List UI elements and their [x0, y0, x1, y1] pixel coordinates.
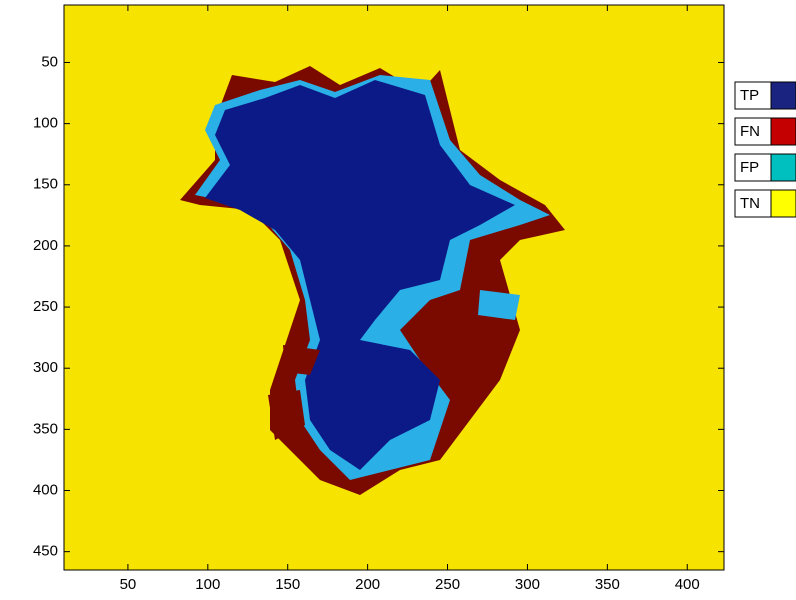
x-tick-label: 250 — [435, 576, 460, 593]
x-tick-label: 100 — [195, 576, 220, 593]
legend-swatch — [770, 117, 796, 146]
y-tick-label: 50 — [41, 53, 58, 70]
legend-item: FP — [734, 153, 796, 182]
x-tick-label: 50 — [120, 576, 137, 593]
legend-swatch — [770, 153, 796, 182]
x-tick-label: 150 — [275, 576, 300, 593]
y-tick-label: 350 — [33, 420, 58, 437]
legend-label: TN — [740, 195, 760, 212]
x-tick-label: 300 — [515, 576, 540, 593]
legend-label-box — [734, 117, 772, 146]
classification-map — [180, 66, 565, 495]
y-tick-label: 250 — [33, 298, 58, 315]
legend-swatch — [770, 189, 796, 218]
axes-box — [63, 4, 725, 571]
legend-item: TN — [734, 189, 796, 218]
legend-label-box — [734, 153, 772, 182]
legend-label: FN — [740, 123, 760, 140]
x-tick-label: 350 — [595, 576, 620, 593]
legend-item: FN — [734, 117, 796, 146]
legend-swatch — [770, 81, 796, 110]
legend-label: TP — [740, 87, 759, 104]
y-tick-label: 300 — [33, 359, 58, 376]
y-tick-label: 400 — [33, 481, 58, 498]
x-tick-label: 400 — [675, 576, 700, 593]
legend-label-box — [734, 189, 772, 218]
y-tick-label: 100 — [33, 115, 58, 132]
y-tick-label: 150 — [33, 176, 58, 193]
y-tick-label: 450 — [33, 543, 58, 560]
legend-item: TP — [734, 81, 796, 110]
legend-label: FP — [740, 159, 759, 176]
y-tick-label: 200 — [33, 237, 58, 254]
x-tick-label: 200 — [355, 576, 380, 593]
